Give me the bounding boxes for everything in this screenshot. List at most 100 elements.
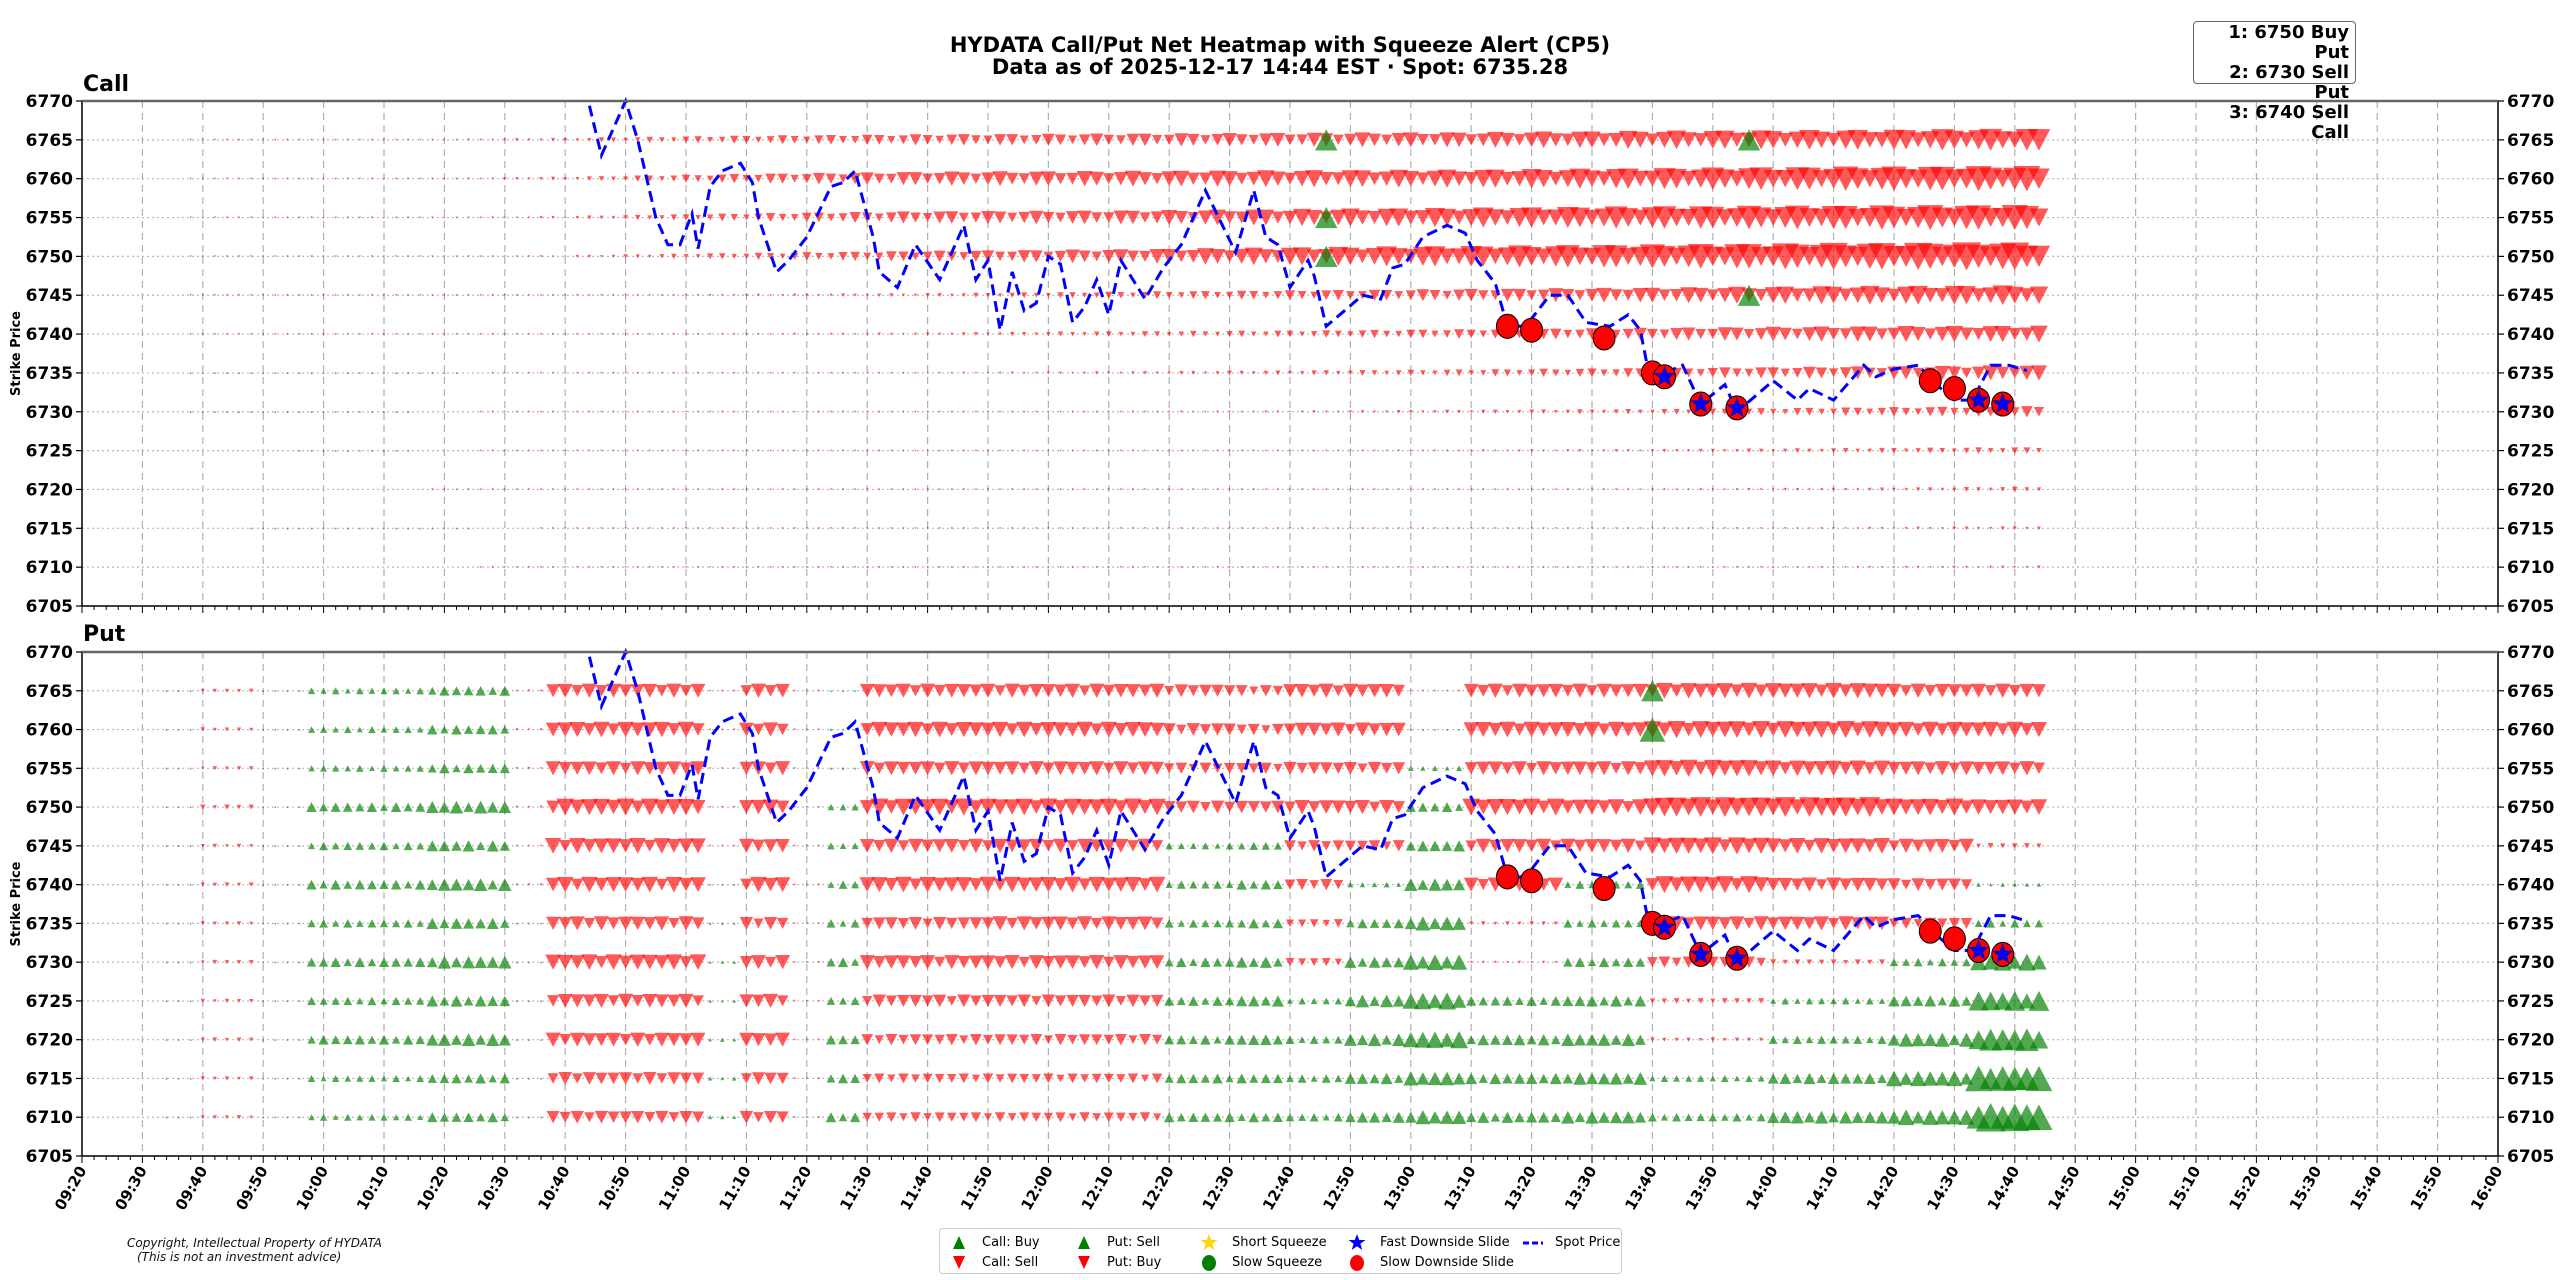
put-buy-marker	[793, 961, 796, 964]
put-buy-marker	[897, 840, 910, 852]
put-buy-marker	[539, 767, 543, 770]
put-buy-marker	[994, 685, 1006, 697]
put-sell-marker	[177, 999, 180, 1002]
call-sell-marker	[1300, 371, 1305, 375]
put-sell-marker	[439, 1073, 450, 1084]
put-sell-marker	[1381, 918, 1392, 928]
put-buy-marker	[690, 683, 706, 698]
call-sell-marker	[757, 449, 760, 452]
call-sell-marker	[1839, 367, 1852, 379]
put-sell-marker	[262, 961, 265, 964]
call-sell-marker	[2020, 406, 2033, 418]
put-sell-marker	[1439, 1071, 1455, 1086]
put-sell-marker	[1490, 996, 1501, 1006]
put-buy-marker	[920, 955, 936, 970]
put-buy-marker	[201, 766, 205, 770]
call-sell-marker	[1310, 291, 1319, 299]
put-sell-marker	[1427, 1071, 1442, 1086]
put-buy-marker	[607, 1111, 620, 1123]
put-buy-marker	[642, 683, 658, 698]
put-sell-marker	[189, 844, 192, 847]
call-buy-marker	[237, 410, 241, 413]
put-buy-marker	[1028, 761, 1044, 776]
y-tick-label-right: 6735	[2507, 914, 2554, 934]
call-sell-marker	[1017, 250, 1031, 263]
call-sell-marker	[1361, 527, 1364, 530]
call-sell-marker	[1149, 249, 1165, 264]
call-buy-marker	[346, 527, 349, 530]
put-sell-marker	[286, 1077, 289, 1080]
call-sell-marker	[1287, 370, 1293, 375]
put-buy-marker	[956, 684, 971, 698]
call-sell-marker	[1675, 566, 1678, 569]
put-buy-marker	[1703, 837, 1722, 855]
put-sell-marker	[838, 880, 848, 889]
y-tick-label: 6760	[26, 170, 73, 190]
call-sell-marker	[938, 527, 941, 530]
call-sell-marker	[1187, 133, 1200, 146]
put-buy-marker	[1126, 955, 1140, 969]
call-sell-marker	[479, 177, 482, 180]
put-sell-marker	[274, 1077, 277, 1080]
x-tick-label: 14:50	[2044, 1163, 2083, 1213]
call-sell-marker	[1744, 368, 1754, 378]
put-sell-marker	[1923, 1033, 1937, 1047]
call-sell-marker	[1458, 527, 1461, 530]
put-buy-marker	[1343, 761, 1358, 775]
call-sell-marker	[684, 333, 688, 336]
call-sell-marker	[1337, 488, 1340, 491]
call-sell-marker	[865, 332, 869, 336]
call-sell-marker	[841, 332, 845, 336]
call-buy-marker	[298, 371, 301, 374]
put-sell-marker	[1176, 1073, 1187, 1084]
call-sell-marker	[1059, 527, 1062, 530]
call-sell-marker	[1179, 370, 1184, 375]
put-buy-marker	[1680, 837, 1698, 854]
put-buy-marker	[932, 917, 947, 930]
put-sell-marker	[392, 765, 400, 772]
call-buy-marker	[310, 527, 313, 530]
put-buy-marker	[595, 762, 608, 775]
put-buy-marker	[1029, 800, 1044, 814]
put-sell-marker	[1438, 992, 1457, 1010]
put-sell-marker	[428, 686, 437, 695]
put-buy-marker	[738, 838, 754, 853]
call-sell-marker	[1639, 449, 1642, 452]
put-buy-marker	[618, 955, 633, 969]
put-sell-marker	[1439, 1032, 1455, 1047]
call-sell-marker	[1972, 328, 1985, 341]
call-sell-marker	[564, 449, 567, 452]
call-buy-marker	[443, 371, 446, 374]
call-sell-marker	[1793, 408, 1802, 416]
call-sell-marker	[998, 449, 1002, 452]
call-sell-marker	[1819, 448, 1824, 453]
call-sell-marker	[1204, 449, 1207, 452]
put-buy-marker	[200, 843, 205, 848]
put-buy-marker	[776, 1072, 789, 1085]
put-sell-marker	[286, 999, 289, 1002]
call-sell-marker	[793, 566, 796, 569]
call-sell-marker	[1583, 209, 1601, 226]
put-sell-marker	[417, 726, 424, 733]
put-sell-marker	[515, 999, 519, 1003]
put-sell-marker	[367, 919, 377, 928]
call-sell-marker	[757, 566, 760, 569]
call-sell-marker	[757, 410, 760, 413]
call-sell-marker	[1480, 370, 1487, 376]
put-buy-marker	[1114, 1034, 1127, 1046]
put-sell-marker	[463, 725, 474, 734]
call-sell-marker	[346, 333, 349, 336]
call-sell-marker	[1094, 371, 1099, 375]
put-buy-marker	[1794, 959, 1801, 965]
put-sell-marker	[189, 806, 192, 809]
put-buy-marker	[909, 994, 922, 1007]
put-buy-marker	[1296, 879, 1308, 891]
call-sell-marker	[1047, 566, 1050, 569]
put-sell-marker	[1610, 1034, 1622, 1045]
put-buy-marker	[1911, 839, 1925, 853]
call-sell-marker	[849, 173, 861, 185]
call-sell-marker	[564, 566, 567, 569]
put-buy-marker	[1673, 998, 1680, 1004]
call-sell-marker	[1306, 249, 1322, 264]
put-sell-marker	[1610, 995, 1623, 1007]
